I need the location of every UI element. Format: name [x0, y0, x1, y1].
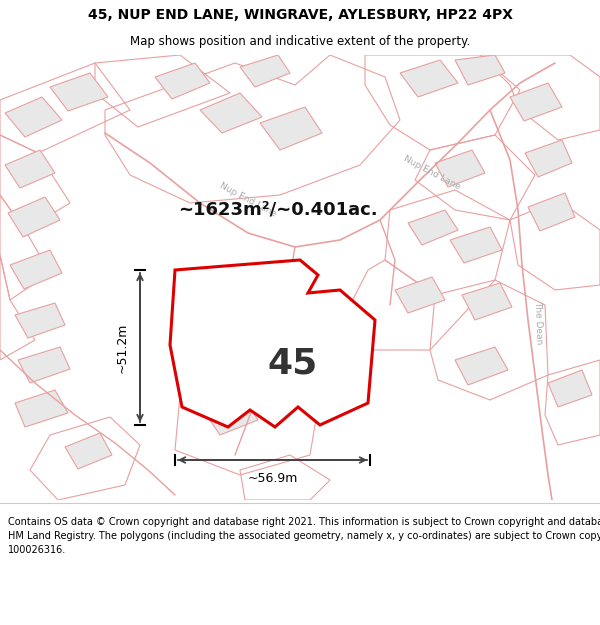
Polygon shape: [65, 433, 112, 469]
Text: The Dean: The Dean: [533, 301, 543, 345]
Text: Map shows position and indicative extent of the property.: Map shows position and indicative extent…: [130, 35, 470, 48]
Text: ~51.2m: ~51.2m: [115, 322, 128, 372]
Polygon shape: [5, 150, 55, 188]
Polygon shape: [240, 55, 290, 87]
Text: Contains OS data © Crown copyright and database right 2021. This information is : Contains OS data © Crown copyright and d…: [8, 517, 600, 555]
Text: Nup End Lane: Nup End Lane: [218, 181, 278, 219]
Polygon shape: [18, 347, 70, 383]
Polygon shape: [15, 390, 68, 427]
Polygon shape: [450, 227, 502, 263]
Polygon shape: [50, 73, 108, 111]
Polygon shape: [205, 400, 258, 435]
Polygon shape: [455, 55, 505, 85]
Polygon shape: [525, 140, 572, 177]
Polygon shape: [395, 277, 445, 313]
Polygon shape: [155, 63, 210, 99]
Polygon shape: [528, 193, 575, 231]
Polygon shape: [5, 97, 62, 137]
Polygon shape: [15, 303, 65, 338]
Polygon shape: [462, 283, 512, 320]
Polygon shape: [260, 107, 322, 150]
Polygon shape: [8, 197, 60, 237]
Polygon shape: [510, 83, 562, 121]
Polygon shape: [455, 347, 508, 385]
Text: ~56.9m: ~56.9m: [247, 471, 298, 484]
Polygon shape: [10, 250, 62, 289]
Polygon shape: [200, 93, 262, 133]
Text: 45, NUP END LANE, WINGRAVE, AYLESBURY, HP22 4PX: 45, NUP END LANE, WINGRAVE, AYLESBURY, H…: [88, 8, 512, 22]
Text: ~1623m²/~0.401ac.: ~1623m²/~0.401ac.: [178, 201, 377, 219]
Text: Nup End Lane: Nup End Lane: [402, 154, 462, 192]
Polygon shape: [400, 60, 458, 97]
Polygon shape: [170, 260, 375, 427]
Polygon shape: [408, 210, 458, 245]
Text: 45: 45: [267, 347, 317, 381]
Polygon shape: [548, 370, 592, 407]
Polygon shape: [435, 150, 485, 187]
